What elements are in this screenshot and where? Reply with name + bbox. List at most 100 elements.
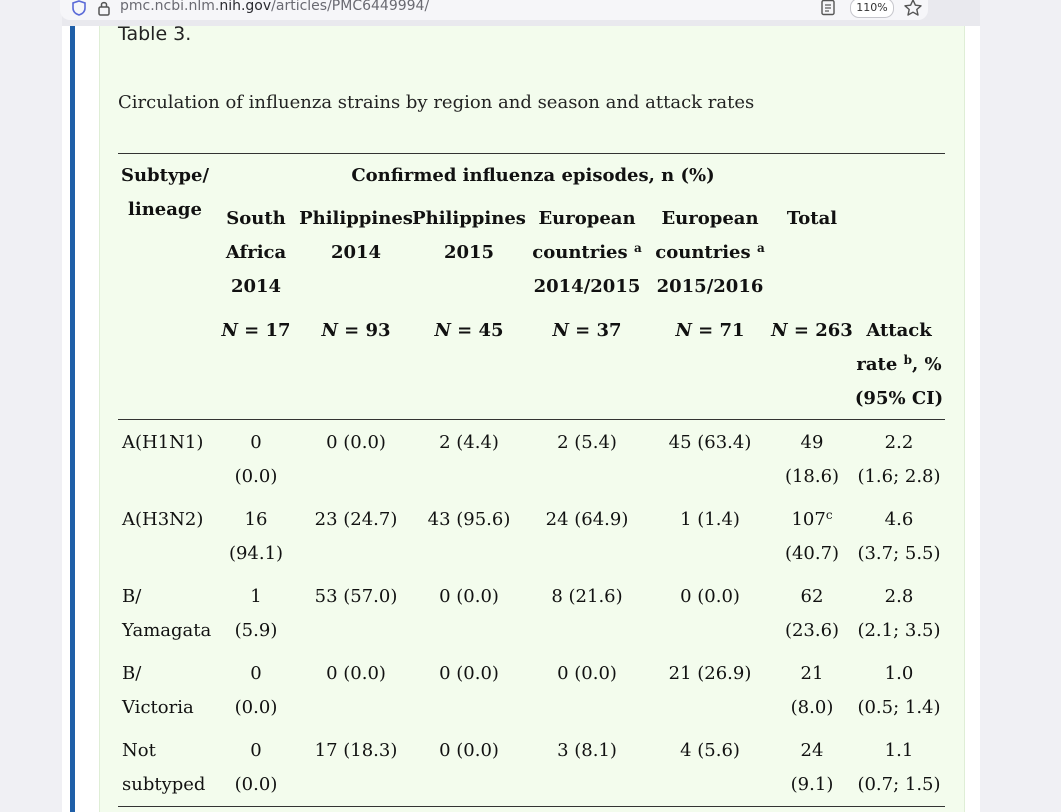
sample-size: N = 37 xyxy=(552,314,621,348)
sample-size-value: = 71 xyxy=(691,320,745,341)
table-cell: (94.1) xyxy=(229,537,283,571)
column-header: countries a xyxy=(532,236,641,270)
cell-value: 1.0 xyxy=(884,663,914,684)
cell-value: 16 xyxy=(244,509,268,530)
table-cell: 4 (5.6) xyxy=(680,734,740,768)
sample-size: N = 71 xyxy=(675,314,744,348)
sample-size-label: N xyxy=(221,320,238,341)
cell-value: (0.0) xyxy=(234,697,278,718)
column-header-text: Total xyxy=(786,208,838,229)
cell-value: 21 (26.9) xyxy=(668,663,752,684)
column-header: Total xyxy=(787,202,837,236)
attack-rate-header: rate b, % xyxy=(856,348,941,382)
section-accent-bar xyxy=(70,26,75,812)
reader-view-icon[interactable] xyxy=(820,0,836,16)
table-cell: 0 xyxy=(250,426,261,460)
table-cell: 3 (8.1) xyxy=(557,734,617,768)
column-header: countries a xyxy=(655,236,764,270)
lock-icon[interactable] xyxy=(97,0,111,16)
cell-value: (9.1) xyxy=(790,774,834,795)
table-cell: 62 xyxy=(801,580,824,614)
column-header: 2015/2016 xyxy=(657,270,764,304)
table-cell: (5.9) xyxy=(235,614,278,648)
cell-value: 53 (57.0) xyxy=(314,586,398,607)
table-cell: 43 (95.6) xyxy=(428,503,511,537)
cell-value: 0 (0.0) xyxy=(439,586,499,607)
table-cell: 1.1 xyxy=(885,734,914,768)
attack-rate-header: (95% CI) xyxy=(854,388,944,409)
url-text[interactable]: pmc.ncbi.nlm.nih.gov/articles/PMC6449994… xyxy=(120,0,430,14)
table-cell: 0 (0.0) xyxy=(326,657,386,691)
column-header: 2014 xyxy=(331,236,381,270)
cell-value: 0 (0.0) xyxy=(680,586,740,607)
table-cell: 49 xyxy=(801,426,824,460)
cell-value: (5.9) xyxy=(234,620,278,641)
cell-value: 49 xyxy=(800,432,824,453)
column-header-text: 2015/2016 xyxy=(656,276,764,297)
column-header: South xyxy=(226,202,286,236)
table-bottom-rule xyxy=(118,806,945,807)
cell-value: 0 (0.0) xyxy=(439,663,499,684)
table-cell: 17 (18.3) xyxy=(315,734,398,768)
cell-value: (2.1; 3.5) xyxy=(857,620,941,641)
table-cell: 2 (4.4) xyxy=(439,426,499,460)
table-cell: (23.6) xyxy=(785,614,839,648)
table-cell: (8.0) xyxy=(791,691,834,725)
cell-value: 2.8 xyxy=(884,586,914,607)
column-header: Philippines xyxy=(412,202,526,236)
table-cell: (3.7; 5.5) xyxy=(857,537,940,571)
subtype-label: A(H3N2) xyxy=(122,509,204,530)
column-header-text: 2014/2015 xyxy=(533,276,641,297)
cell-value: 0 (0.0) xyxy=(326,663,386,684)
zoom-level-badge[interactable]: 110% xyxy=(850,0,894,18)
cell-value: (0.0) xyxy=(234,466,278,487)
table-caption: Circulation of influenza strains by regi… xyxy=(118,92,755,113)
column-header-text: Philippines xyxy=(412,208,526,229)
cell-value: (40.7) xyxy=(784,543,840,564)
column-header-text: 2015 xyxy=(443,242,495,263)
cell-value: (18.6) xyxy=(784,466,840,487)
cell-value: 4.6 xyxy=(884,509,914,530)
table-cell: 23 (24.7) xyxy=(315,503,398,537)
sample-size-label: N xyxy=(552,320,569,341)
bookmark-star-icon[interactable] xyxy=(903,0,923,18)
sample-size-label: N xyxy=(434,320,451,341)
column-header: 2015 xyxy=(444,236,494,270)
table-cell: (0.0) xyxy=(235,460,278,494)
column-header-text: European xyxy=(661,208,759,229)
footnote-mark: c xyxy=(825,508,833,522)
table-cell: 2.2 xyxy=(885,426,914,460)
subtype-header: lineage xyxy=(128,199,202,220)
table-cell: (9.1) xyxy=(791,768,834,802)
sample-size-label: N xyxy=(675,320,692,341)
cell-value: (1.6; 2.8) xyxy=(857,466,941,487)
cell-value: 107 xyxy=(791,509,826,530)
cell-value: 8 (21.6) xyxy=(551,586,623,607)
column-header-text: Philippines xyxy=(299,208,413,229)
column-header-text: countries xyxy=(532,242,628,263)
cell-value: 2 (4.4) xyxy=(439,432,499,453)
cell-value: (0.7; 1.5) xyxy=(857,774,941,795)
table-cell: 0 xyxy=(250,657,261,691)
table-cell: 0 (0.0) xyxy=(439,734,499,768)
shield-icon[interactable] xyxy=(72,0,86,16)
cell-value: 0 (0.0) xyxy=(557,663,617,684)
table-cell: (18.6) xyxy=(785,460,839,494)
address-bar[interactable] xyxy=(60,0,928,20)
cell-value: 2 (5.4) xyxy=(557,432,617,453)
cell-value: 4 (5.6) xyxy=(680,740,740,761)
table-cell: 24 (64.9) xyxy=(546,503,629,537)
cell-value: (0.0) xyxy=(234,774,278,795)
column-header: 2014 xyxy=(231,270,281,304)
table-cell: 16 xyxy=(245,503,268,537)
table-cell: (0.0) xyxy=(235,691,278,725)
footnote-mark: a xyxy=(756,241,765,255)
subtype-label: B/ xyxy=(122,586,142,607)
table-cell: 21 xyxy=(801,657,824,691)
table-cell: 1 (1.4) xyxy=(680,503,740,537)
attack-rate-header: Attack xyxy=(866,320,932,341)
table-cell: 45 (63.4) xyxy=(669,426,752,460)
table-cell: 0 (0.0) xyxy=(439,657,499,691)
cell-value: 0 xyxy=(250,663,262,684)
column-header: Africa xyxy=(226,236,286,270)
